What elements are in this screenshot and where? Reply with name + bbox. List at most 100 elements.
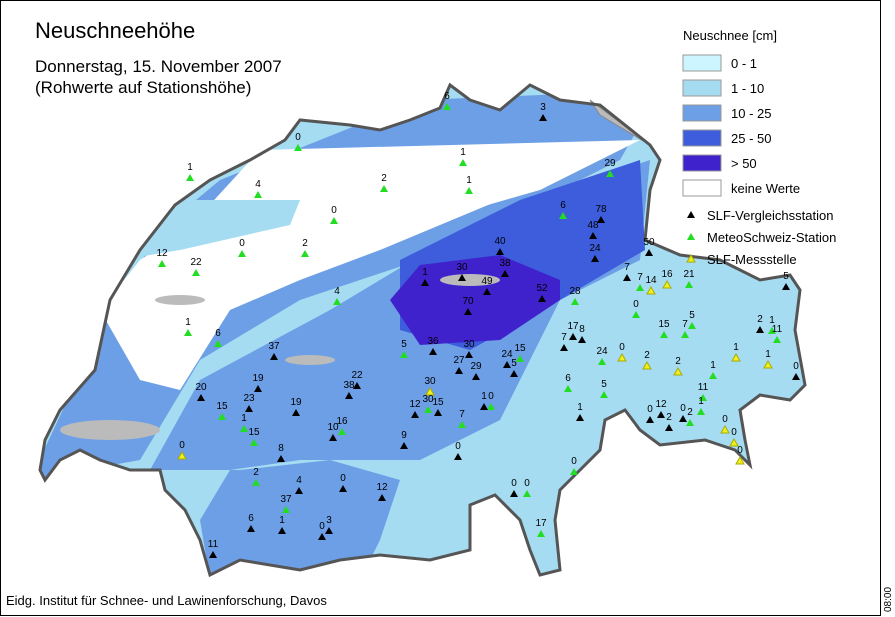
station-marker — [380, 185, 388, 192]
station-marker — [687, 211, 695, 218]
station-value: 4 — [255, 179, 261, 190]
legend-label: keine Werte — [731, 181, 800, 196]
station-value: 78 — [595, 204, 607, 215]
station-marker — [443, 103, 451, 110]
station-value: 10 — [327, 422, 339, 433]
station-value: 38 — [343, 380, 355, 391]
station-marker — [278, 527, 286, 534]
station-marker — [646, 285, 656, 295]
station-value: 0 — [488, 391, 494, 402]
station-value: 6 — [565, 373, 571, 384]
station-marker — [660, 331, 668, 338]
station-marker — [516, 355, 524, 362]
station-marker — [685, 281, 693, 288]
station-marker — [773, 336, 781, 343]
station-marker — [768, 327, 776, 334]
legend-label: 10 - 25 — [731, 106, 771, 121]
station-marker — [731, 352, 741, 362]
station-value: 9 — [401, 430, 407, 441]
station-marker — [197, 394, 205, 401]
station-value: 48 — [587, 220, 599, 231]
station-marker — [411, 411, 419, 418]
station-marker — [192, 269, 200, 276]
station-marker — [400, 442, 408, 449]
station-marker — [591, 255, 599, 262]
station-marker — [597, 216, 605, 223]
station-marker — [729, 437, 739, 447]
station-value: 1 — [577, 402, 583, 413]
station-marker — [480, 403, 488, 410]
station-value: 16 — [661, 269, 673, 280]
station-value: 0 — [179, 440, 185, 451]
station-value: 1 — [460, 147, 466, 158]
station-marker — [646, 416, 654, 423]
station-marker — [238, 250, 246, 257]
station-value: 70 — [462, 296, 474, 307]
station-value: 11 — [772, 324, 783, 335]
station-marker — [338, 428, 346, 435]
station-value: 8 — [278, 443, 284, 454]
station-marker — [570, 468, 578, 475]
legend-swatch — [682, 129, 722, 147]
station-marker — [330, 217, 338, 224]
legend-swatch — [682, 104, 722, 122]
station-marker — [270, 353, 278, 360]
station-marker — [465, 187, 473, 194]
station-value: 8 — [579, 324, 585, 335]
station-value: 5 — [689, 310, 695, 321]
station-marker — [184, 329, 192, 336]
station-value: 0 — [239, 238, 245, 249]
station-marker — [662, 279, 672, 289]
station-marker — [425, 386, 435, 396]
station-marker — [578, 336, 586, 343]
station-value: 15 — [514, 343, 526, 354]
subtitle: (Rohwerte auf Stationshöhe) — [35, 78, 251, 97]
legend-label: SLF-Messstelle — [707, 252, 797, 267]
station-value: 1 — [733, 342, 739, 353]
station-value: 7 — [561, 332, 567, 343]
station-marker — [673, 366, 683, 376]
station-value: 15 — [248, 427, 260, 438]
station-marker — [679, 415, 687, 422]
station-value: 1 — [710, 360, 716, 371]
station-marker — [681, 331, 689, 338]
station-value: 21 — [683, 269, 695, 280]
station-marker — [353, 382, 361, 389]
station-value: 11 — [208, 539, 219, 550]
station-marker — [378, 494, 386, 501]
station-marker — [464, 308, 472, 315]
station-marker — [329, 434, 337, 441]
station-marker — [282, 506, 290, 513]
station-value: 2 — [381, 173, 387, 184]
station-marker — [429, 348, 437, 355]
station-value: 0 — [319, 521, 325, 532]
station-value: 3 — [540, 102, 546, 113]
station-value: 0 — [737, 445, 743, 456]
station-value: 5 — [511, 358, 517, 369]
legend-label: 0 - 1 — [731, 56, 757, 71]
station-value: 27 — [453, 355, 465, 366]
station-value: 52 — [536, 283, 548, 294]
station-value: 2 — [666, 412, 672, 423]
station-value: 0 — [340, 473, 346, 484]
station-marker — [294, 144, 302, 151]
station-marker — [292, 409, 300, 416]
station-marker — [333, 298, 341, 305]
station-value: 1 — [187, 162, 193, 173]
legend-swatch — [682, 54, 722, 72]
station-value: 50 — [643, 237, 655, 248]
station-marker — [186, 174, 194, 181]
station-value: 17 — [535, 518, 547, 529]
station-marker — [501, 270, 509, 277]
station-value: 30 — [424, 376, 436, 387]
station-marker — [617, 352, 627, 362]
station-value: 7 — [624, 262, 630, 273]
station-value: 7 — [682, 319, 688, 330]
station-value: 7 — [459, 409, 465, 420]
station-marker — [318, 533, 326, 540]
station-marker — [503, 361, 511, 368]
station-marker — [782, 283, 790, 290]
station-value: 30 — [463, 339, 475, 350]
station-value: 0 — [295, 132, 301, 143]
